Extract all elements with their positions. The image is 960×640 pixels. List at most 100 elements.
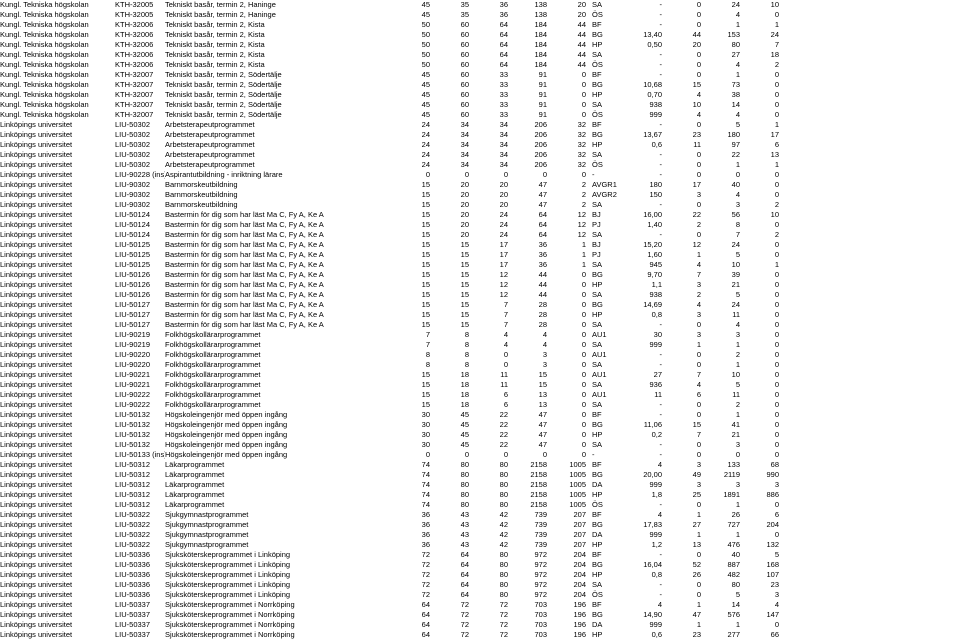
cell: 21 — [705, 280, 744, 290]
cell: Tekniskt basår, termin 2, Kista — [165, 60, 395, 70]
cell: 4 — [705, 10, 744, 20]
cell: 3 — [666, 460, 705, 470]
cell: Tekniskt basår, termin 2, Södertälje — [165, 100, 395, 110]
table-row: Linköpings universitetLIU-50337Sjuksköte… — [0, 610, 960, 620]
cell: 11 — [473, 380, 512, 390]
cell: 17,83 — [627, 520, 666, 530]
cell: 4 — [666, 260, 705, 270]
cell: 44 — [512, 270, 551, 280]
cell: 47 — [512, 180, 551, 190]
cell: 44 — [551, 20, 590, 30]
cell: BG — [590, 610, 627, 620]
cell: - — [627, 230, 666, 240]
cell: Barnmorskeutbildning — [165, 190, 395, 200]
cell: BG — [590, 30, 627, 40]
cell: - — [627, 580, 666, 590]
cell: 0 — [395, 450, 434, 460]
cell: 204 — [551, 590, 590, 600]
cell: Barnmorskeutbildning — [165, 180, 395, 190]
cell: 1005 — [551, 500, 590, 510]
cell: Linköpings universitet — [0, 590, 115, 600]
cell: 4 — [666, 110, 705, 120]
cell: 15 — [395, 370, 434, 380]
cell: BG — [590, 270, 627, 280]
cell: Folkhögskollärarprogrammet — [165, 350, 395, 360]
cell: 24 — [473, 220, 512, 230]
cell: Linköpings universitet — [0, 500, 115, 510]
cell: 0 — [744, 330, 783, 340]
cell: 0 — [551, 170, 590, 180]
cell: LIU-50336 — [115, 570, 165, 580]
cell: Linköpings universitet — [0, 580, 115, 590]
cell: KTH-32006 — [115, 20, 165, 30]
table-row: Linköpings universitetLIU-50132Högskolei… — [0, 440, 960, 450]
cell: 17 — [666, 180, 705, 190]
cell: 0 — [705, 170, 744, 180]
cell: LIU-50337 — [115, 620, 165, 630]
cell: 80 — [473, 480, 512, 490]
cell: Högskoleingenjör med öppen ingång — [165, 410, 395, 420]
cell: LIU-90219 — [115, 340, 165, 350]
cell: 22 — [705, 150, 744, 160]
cell: 1 — [666, 340, 705, 350]
cell: LIU-50302 — [115, 140, 165, 150]
cell: 72 — [395, 570, 434, 580]
table-row: Kungl. Tekniska högskolanKTH-32006Teknis… — [0, 20, 960, 30]
cell: Bastermin för dig som har läst Ma C, Fy … — [165, 250, 395, 260]
cell: Linköpings universitet — [0, 140, 115, 150]
cell: 204 — [551, 550, 590, 560]
cell: LIU-50132 — [115, 440, 165, 450]
cell: Linköpings universitet — [0, 540, 115, 550]
cell: 43 — [434, 540, 473, 550]
cell: LIU-50125 — [115, 240, 165, 250]
cell: 0 — [744, 380, 783, 390]
cell: 15 — [395, 310, 434, 320]
cell: Folkhögskollärarprogrammet — [165, 340, 395, 350]
cell: - — [627, 400, 666, 410]
cell: 0 — [666, 200, 705, 210]
cell: 999 — [627, 480, 666, 490]
cell: 12 — [473, 270, 512, 280]
cell: Barnmorskeutbildning — [165, 200, 395, 210]
cell: 72 — [473, 600, 512, 610]
cell: 0 — [551, 400, 590, 410]
cell: 727 — [705, 520, 744, 530]
cell: Linköpings universitet — [0, 620, 115, 630]
cell: 8 — [434, 360, 473, 370]
cell: 277 — [705, 630, 744, 640]
cell: 4 — [666, 300, 705, 310]
cell: 60 — [434, 40, 473, 50]
cell: 64 — [512, 210, 551, 220]
cell: 7 — [395, 340, 434, 350]
cell: 0 — [666, 580, 705, 590]
cell: 196 — [551, 610, 590, 620]
cell: Bastermin för dig som har läst Ma C, Fy … — [165, 230, 395, 240]
cell: 20 — [434, 180, 473, 190]
table-row: Linköpings universitetLIU-50322Sjukgymna… — [0, 520, 960, 530]
cell: Läkarprogrammet — [165, 460, 395, 470]
cell: 0 — [666, 50, 705, 60]
cell: Linköpings universitet — [0, 200, 115, 210]
cell: 15 — [395, 220, 434, 230]
cell: 3 — [666, 190, 705, 200]
cell: 47 — [512, 190, 551, 200]
cell: 0 — [744, 170, 783, 180]
cell: 4 — [666, 90, 705, 100]
cell: 80 — [473, 470, 512, 480]
cell: 4 — [705, 110, 744, 120]
cell: 0 — [744, 280, 783, 290]
cell: 64 — [434, 570, 473, 580]
cell: 34 — [473, 120, 512, 130]
cell: 972 — [512, 570, 551, 580]
cell: 1 — [705, 530, 744, 540]
cell: HP — [590, 140, 627, 150]
cell: - — [627, 20, 666, 30]
cell: 34 — [434, 160, 473, 170]
cell: 0 — [744, 400, 783, 410]
cell: 0 — [744, 530, 783, 540]
cell: 20 — [666, 40, 705, 50]
cell: 0 — [551, 300, 590, 310]
cell: 2158 — [512, 480, 551, 490]
cell: - — [627, 450, 666, 460]
cell: BG — [590, 130, 627, 140]
